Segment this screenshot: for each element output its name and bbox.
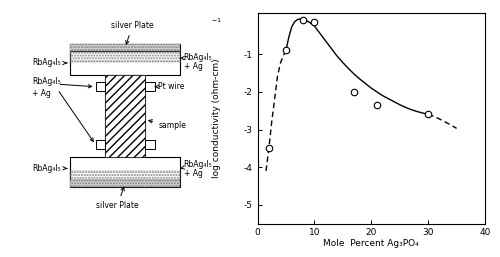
Text: log conductivity (ohm-cm): log conductivity (ohm-cm) xyxy=(212,58,221,178)
Point xyxy=(265,146,273,150)
Bar xyxy=(70,44,180,51)
Bar xyxy=(96,140,105,149)
X-axis label: Mole  Percent Ag₃PO₄: Mole Percent Ag₃PO₄ xyxy=(324,239,419,248)
Bar xyxy=(70,180,180,187)
Text: + Ag: + Ag xyxy=(184,169,203,178)
Point xyxy=(299,18,307,22)
Bar xyxy=(70,51,180,62)
Point xyxy=(350,90,358,94)
Text: + Ag: + Ag xyxy=(184,62,203,71)
Text: RbAg₄I₅: RbAg₄I₅ xyxy=(32,164,67,173)
Y-axis label: log conductivity (ohm-cm)$^{-1}$: log conductivity (ohm-cm)$^{-1}$ xyxy=(0,256,1,257)
Bar xyxy=(70,171,180,180)
Point xyxy=(373,103,381,107)
Bar xyxy=(105,75,145,157)
Point xyxy=(424,112,432,116)
Bar xyxy=(145,140,154,149)
Bar xyxy=(70,44,180,51)
Text: $^{-1}$: $^{-1}$ xyxy=(211,17,222,26)
Text: silver Plate: silver Plate xyxy=(96,187,139,210)
Bar xyxy=(105,75,145,157)
Text: RbAg₄I₅: RbAg₄I₅ xyxy=(180,160,212,169)
Bar xyxy=(70,157,180,180)
Point xyxy=(310,20,318,24)
Point xyxy=(282,48,290,52)
Bar xyxy=(70,180,180,187)
Text: + Ag: + Ag xyxy=(32,89,52,98)
Bar xyxy=(145,82,154,91)
Text: sample: sample xyxy=(149,120,186,130)
Text: Pt wire: Pt wire xyxy=(156,82,184,91)
Text: RbAg₄I₅: RbAg₄I₅ xyxy=(32,77,61,86)
Bar xyxy=(70,51,180,75)
Text: silver Plate: silver Plate xyxy=(111,21,154,44)
Bar xyxy=(96,82,105,91)
Text: RbAg₄I₅: RbAg₄I₅ xyxy=(181,53,212,62)
Text: RbAg₄I₅: RbAg₄I₅ xyxy=(32,58,67,68)
